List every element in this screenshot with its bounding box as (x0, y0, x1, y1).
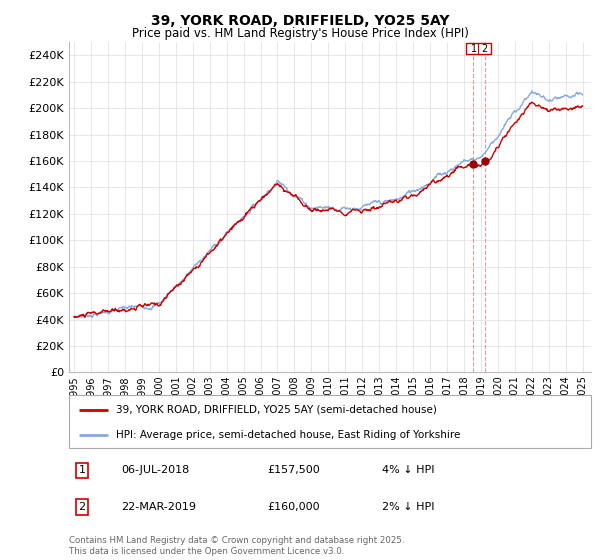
Text: HPI: Average price, semi-detached house, East Riding of Yorkshire: HPI: Average price, semi-detached house,… (116, 430, 460, 440)
Text: 06-JUL-2018: 06-JUL-2018 (121, 465, 190, 475)
Text: 39, YORK ROAD, DRIFFIELD, YO25 5AY (semi-detached house): 39, YORK ROAD, DRIFFIELD, YO25 5AY (semi… (116, 405, 437, 415)
Text: 2: 2 (481, 44, 488, 54)
Text: £160,000: £160,000 (268, 502, 320, 512)
Text: Price paid vs. HM Land Registry's House Price Index (HPI): Price paid vs. HM Land Registry's House … (131, 27, 469, 40)
Text: 4% ↓ HPI: 4% ↓ HPI (382, 465, 434, 475)
Text: 22-MAR-2019: 22-MAR-2019 (121, 502, 196, 512)
Text: £157,500: £157,500 (268, 465, 320, 475)
Text: 2: 2 (79, 502, 86, 512)
Text: 2% ↓ HPI: 2% ↓ HPI (382, 502, 434, 512)
Text: 39, YORK ROAD, DRIFFIELD, YO25 5AY: 39, YORK ROAD, DRIFFIELD, YO25 5AY (151, 14, 449, 28)
Text: Contains HM Land Registry data © Crown copyright and database right 2025.
This d: Contains HM Land Registry data © Crown c… (69, 536, 404, 556)
Text: 1: 1 (471, 44, 478, 54)
Bar (466, 43, 491, 54)
Text: 1: 1 (79, 465, 86, 475)
